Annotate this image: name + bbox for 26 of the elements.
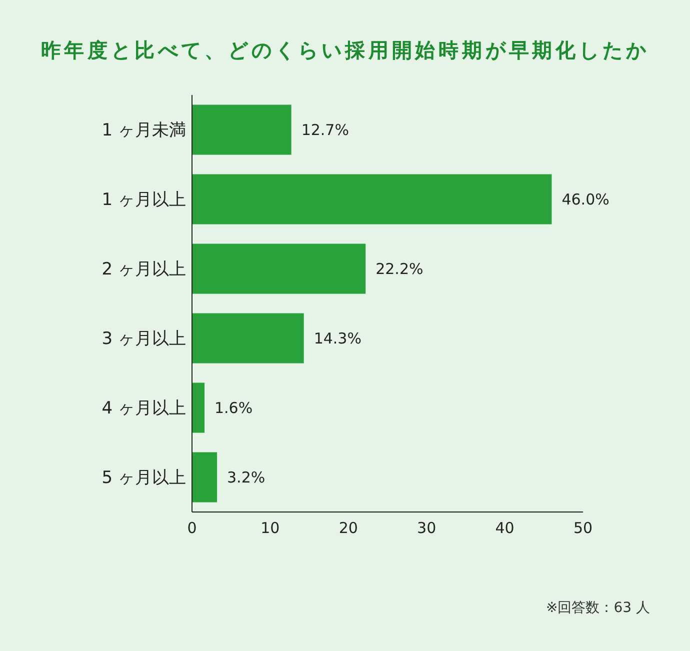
y-tick-label: 2 ヶ月以上 [102,260,186,280]
data-label: 1.6% [214,399,253,417]
y-tick-label: 1 ヶ月以上 [102,190,186,210]
bar [192,452,218,502]
data-label: 22.2% [376,260,424,278]
x-tick-label: 50 [573,519,593,537]
data-label: 3.2% [227,468,266,486]
data-label: 12.7% [301,121,349,139]
x-tick-label: 10 [260,519,280,537]
x-tick-label: 30 [417,519,436,537]
chart-title: 昨年度と比べて、どのくらい採用開始時期が早期化したか [40,38,650,62]
x-tick-label: 0 [187,519,197,537]
bar [192,174,552,224]
data-label: 14.3% [314,330,362,348]
text: ※回答数：63 人 [546,600,650,616]
y-tick-label: 4 ヶ月以上 [102,398,186,419]
bar [192,382,205,433]
bar [192,104,292,155]
y-tick-label: 1 ヶ月未満 [102,120,186,141]
y-tick-label: 5 ヶ月以上 [102,468,186,488]
x-tick-label: 20 [338,519,358,537]
bar [192,244,366,294]
bar [192,313,304,364]
data-label: 46.0% [562,190,610,208]
x-tick-label: 40 [495,519,514,537]
y-tick-label: 3 ヶ月以上 [102,329,186,350]
